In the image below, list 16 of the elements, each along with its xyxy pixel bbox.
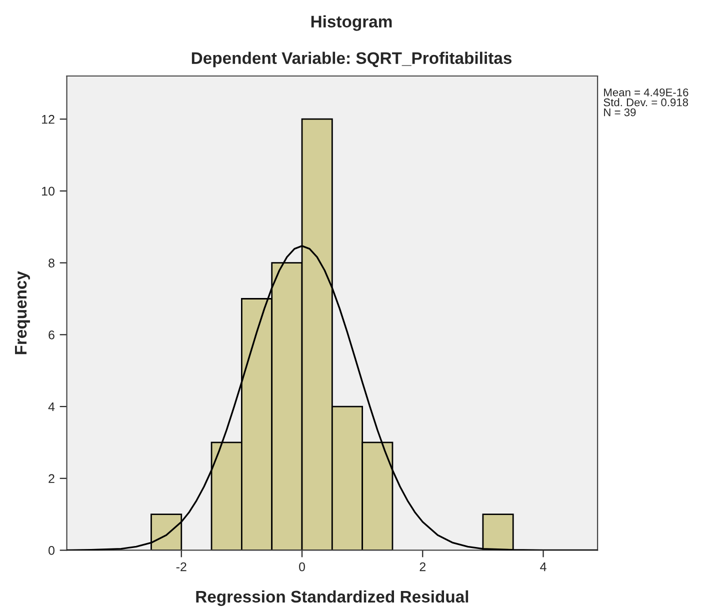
x-tick-label: -2 [176,562,186,572]
y-tick-label: 2 [48,474,54,483]
text: Mean = 4.49E-16 Std. Dev. = 0.918 N = 39 [604,88,688,116]
y-tick-label: 6 [48,330,54,340]
x-tick-label: 2 [420,562,426,572]
x-tick-label: 0 [299,562,305,572]
y-tick-label: 8 [48,258,54,268]
y-tick-label: 12 [42,114,54,124]
x-tick-label: 4 [540,562,546,572]
chart-title: Histogram [311,15,392,31]
y-tick-label: 0 [48,546,54,555]
y-axis-title: Frequency [15,271,30,354]
x-axis-title: Regression Standardized Residual [196,590,468,606]
y-tick-label: 4 [48,402,55,412]
chart-subtitle: Dependent Variable: SQRT_Profitabilitas [192,52,512,68]
y-tick-label: 10 [42,186,54,196]
